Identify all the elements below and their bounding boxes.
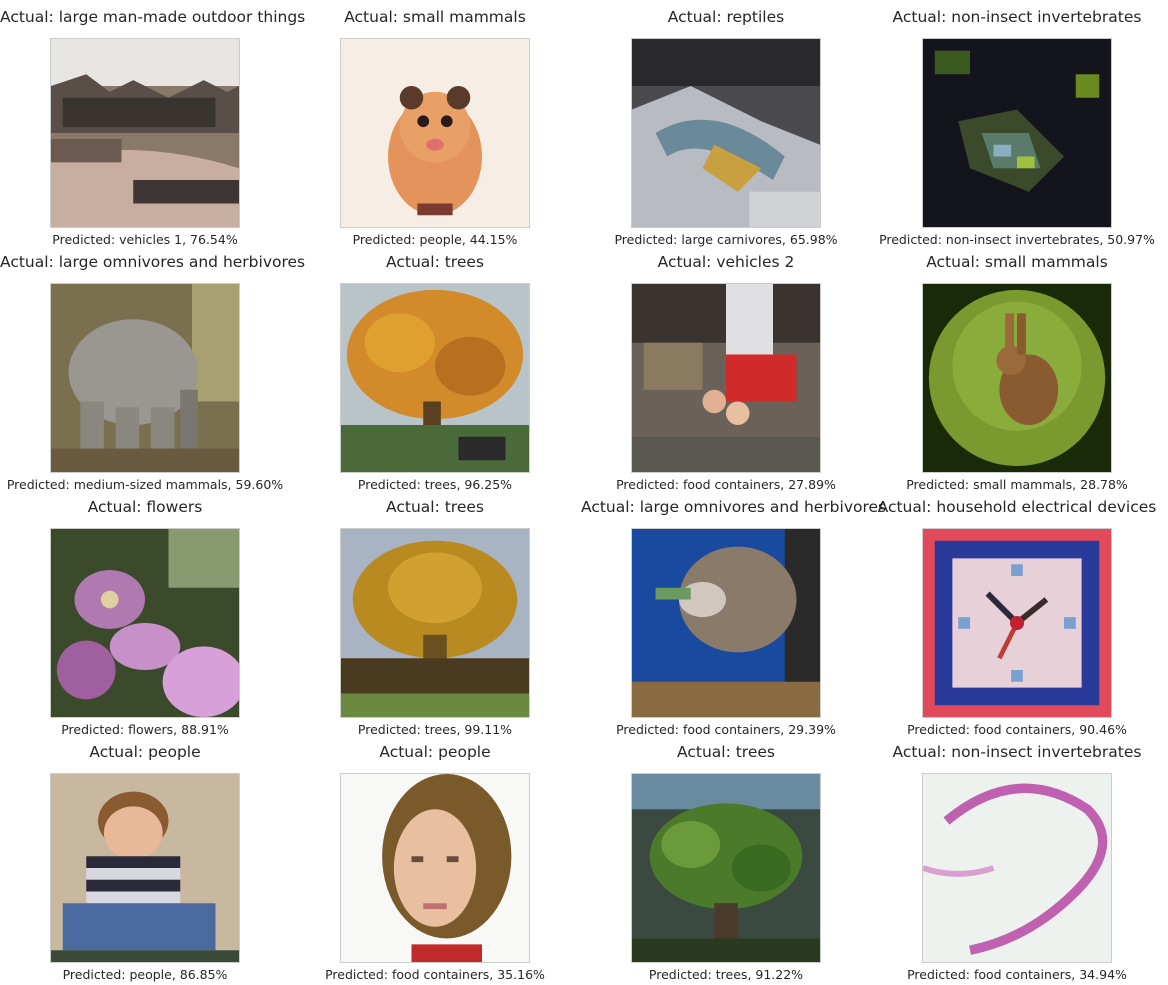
actual-label: Actual: people — [379, 743, 491, 761]
predicted-label: Predicted: small mammals, 28.78% — [906, 477, 1128, 492]
actual-label: Actual: reptiles — [667, 8, 785, 26]
predicted-label: Predicted: food containers, 34.94% — [907, 967, 1127, 982]
crab-in-dark-thumbnail — [922, 38, 1112, 228]
predicted-label: Predicted: trees, 96.25% — [357, 477, 513, 492]
predicted-label: Predicted: large carnivores, 65.98% — [614, 232, 838, 247]
actual-label: Actual: non-insect invertebrates — [892, 743, 1142, 761]
actual-label: Actual: vehicles 2 — [657, 253, 795, 271]
actual-label: Actual: people — [89, 743, 201, 761]
building-by-lake-thumbnail — [50, 38, 240, 228]
predicted-label: Predicted: medium-sized mammals, 59.60% — [6, 477, 284, 492]
actual-label: Actual: non-insect invertebrates — [892, 8, 1142, 26]
pink-worm-thumbnail — [922, 773, 1112, 963]
actual-label: Actual: large omnivores and herbivores — [581, 498, 887, 516]
lizard-on-rock-thumbnail — [631, 38, 821, 228]
predicted-label: Predicted: food containers, 35.16% — [325, 967, 545, 982]
bonsai-tree-thumbnail — [631, 773, 821, 963]
actual-label: Actual: trees — [386, 498, 484, 516]
actual-label: Actual: trees — [386, 253, 484, 271]
predicted-label: Predicted: flowers, 88.91% — [61, 722, 229, 737]
animal-on-blue-thumbnail — [631, 528, 821, 718]
predicted-label: Predicted: food containers, 90.46% — [907, 722, 1127, 737]
hamster-thumbnail — [340, 38, 530, 228]
predicted-label: Predicted: non-insect invertebrates, 50.… — [879, 232, 1155, 247]
predicted-label: Predicted: trees, 91.22% — [648, 967, 804, 982]
actual-label: Actual: household electrical devices — [877, 498, 1157, 516]
predicted-label: Predicted: food containers, 27.89% — [616, 477, 836, 492]
predicted-label: Predicted: people, 86.85% — [62, 967, 228, 982]
pink-flowers-thumbnail — [50, 528, 240, 718]
actual-label: Actual: trees — [677, 743, 775, 761]
actual-label: Actual: flowers — [87, 498, 203, 516]
elephant-thumbnail — [50, 283, 240, 473]
predicted-label: Predicted: people, 44.15% — [352, 232, 518, 247]
actual-label: Actual: small mammals — [344, 8, 526, 26]
boy-striped-shirt-thumbnail — [50, 773, 240, 963]
predicted-label: Predicted: vehicles 1, 76.54% — [52, 232, 238, 247]
actual-label: Actual: large man-made outdoor things — [0, 8, 306, 26]
rabbit-on-grass-thumbnail — [922, 283, 1112, 473]
autumn-tree-thumbnail — [340, 283, 530, 473]
predicted-label: Predicted: food containers, 29.39% — [616, 722, 836, 737]
actual-label: Actual: small mammals — [926, 253, 1108, 271]
red-tractor-thumbnail — [631, 283, 821, 473]
clock-thumbnail — [922, 528, 1112, 718]
girl-portrait-thumbnail — [340, 773, 530, 963]
predicted-label: Predicted: trees, 99.11% — [357, 722, 513, 737]
actual-label: Actual: large omnivores and herbivores — [0, 253, 306, 271]
palm-tree-thumbnail — [340, 528, 530, 718]
